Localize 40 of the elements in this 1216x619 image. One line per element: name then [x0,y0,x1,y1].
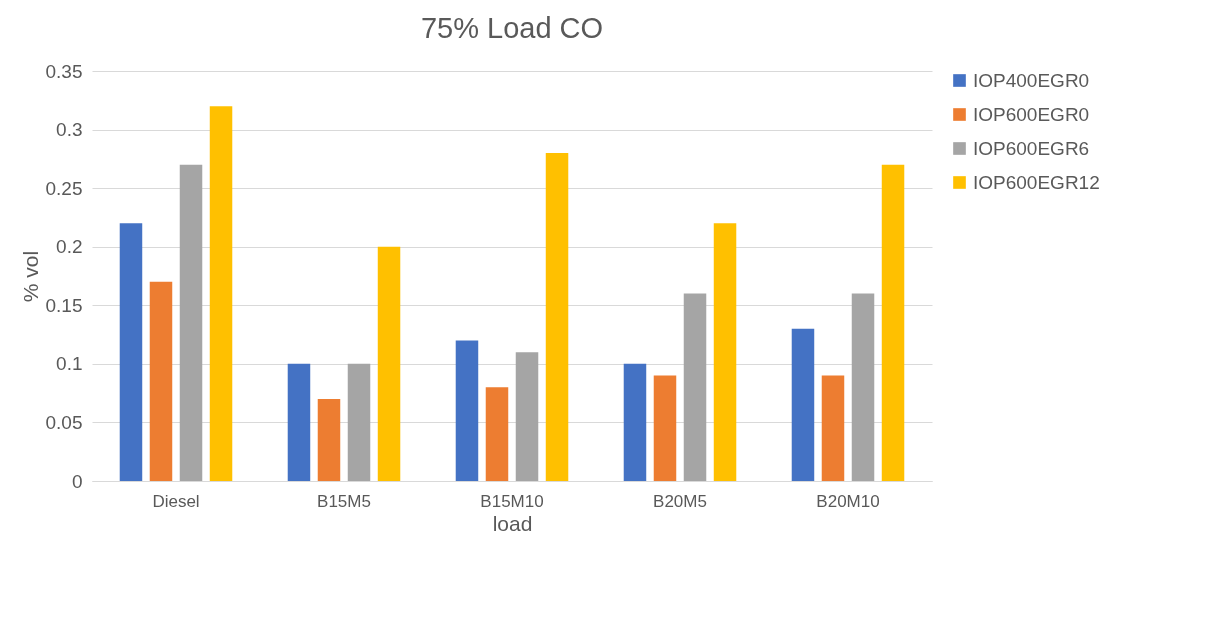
legend-label: IOP400EGR0 [973,69,1090,91]
bar [515,352,539,481]
bar [149,281,173,481]
bar [545,153,569,481]
chart-title: 75% Load CO [420,12,604,44]
bar [881,164,905,481]
y-tick-label: 0.15 [45,294,83,316]
bar [821,375,845,481]
y-tick-label: 0.1 [56,353,83,375]
bar [791,328,815,481]
bar [455,340,479,481]
bar [653,375,677,481]
y-tick-label: 0.35 [45,60,83,82]
y-axis-title: % vol [18,250,42,303]
legend-label: IOP600EGR6 [973,137,1090,159]
bar [179,164,203,481]
y-tick-label: 0.25 [45,177,83,199]
x-tick-label: B15M5 [317,491,371,511]
y-tick-label: 0.05 [45,411,83,433]
bar [287,363,311,481]
x-tick-label: B20M5 [653,491,707,511]
y-tick-label: 0 [71,470,83,492]
x-axis-title: load [492,511,533,535]
y-tick-label: 0.2 [56,236,83,258]
x-tick-label: B15M10 [480,491,544,511]
bar [377,246,401,481]
bar [683,293,707,481]
x-tick-label: B20M10 [816,491,880,511]
legend-label: IOP600EGR12 [973,171,1100,193]
y-tick-label: 0.3 [56,119,83,141]
bar [317,399,341,481]
bar [347,363,371,481]
bar [623,363,647,481]
x-tick-label: Diesel [152,491,200,511]
bar [485,387,509,481]
legend-label: IOP600EGR0 [973,103,1090,125]
bar [209,106,233,481]
bar [713,223,737,481]
bar [119,223,143,481]
bar [851,293,875,481]
